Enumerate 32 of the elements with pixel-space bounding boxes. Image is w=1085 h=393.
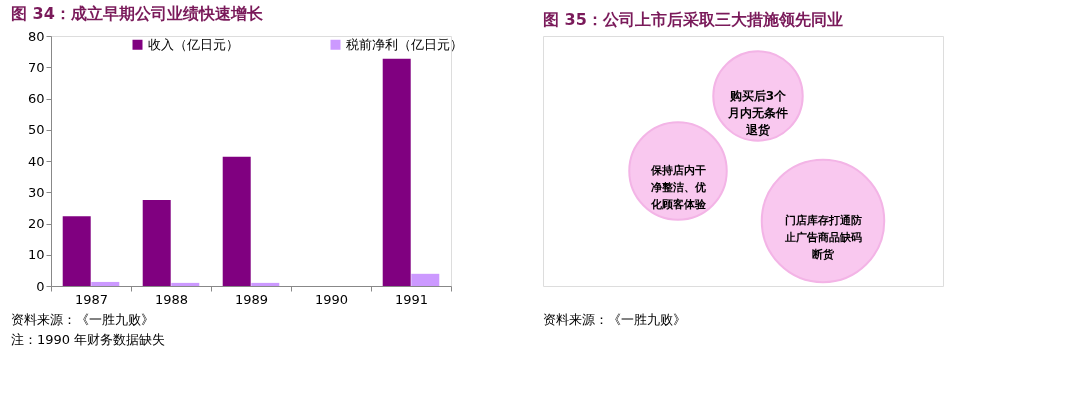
- text: 门店库存打通防止广告商品缺码断货: [783, 214, 862, 261]
- text: 资料来源：《一胜九败》: [11, 312, 154, 327]
- bar: [142, 200, 171, 286]
- bar: [62, 216, 91, 286]
- y-tick-label: 40: [27, 153, 45, 169]
- bar: [382, 58, 411, 286]
- x-tick-label: 1989: [234, 291, 269, 307]
- y-tick-label: 60: [27, 91, 45, 106]
- text: 图 35：公司上市后采取三大措施领先同业: [543, 10, 843, 29]
- bar: [222, 156, 251, 286]
- x-tick-label: 1988: [154, 291, 189, 307]
- y-tick-label: 30: [27, 184, 45, 200]
- text: 购买后3个月内无条件退货: [727, 89, 788, 137]
- bar: [251, 282, 280, 286]
- text: 保持店内干净整洁、优化顾客体验: [649, 164, 707, 211]
- y-tick-label: 10: [27, 247, 45, 263]
- x-tick-label: 1990: [314, 291, 349, 307]
- bar: [411, 273, 440, 286]
- y-tick-label: 80: [27, 28, 45, 44]
- y-tick-label: 50: [27, 122, 45, 138]
- bar: [91, 281, 120, 286]
- x-tick-label: 1991: [394, 291, 429, 307]
- y-tick-label: 20: [27, 216, 45, 231]
- chart-title: 图 34：成立早期公司业绩快速增长: [11, 4, 264, 23]
- bar: [171, 282, 200, 286]
- y-tick-label: 70: [27, 59, 45, 75]
- text: 资料来源：《一胜九败》: [543, 312, 686, 327]
- legend-label: 收入（亿日元）: [148, 36, 239, 52]
- x-tick-label: 1987: [74, 291, 109, 307]
- legend-label: 税前净利（亿日元）: [346, 36, 463, 52]
- y-tick-label: 0: [36, 278, 45, 294]
- text: 注：1990 年财务数据缺失: [11, 332, 166, 347]
